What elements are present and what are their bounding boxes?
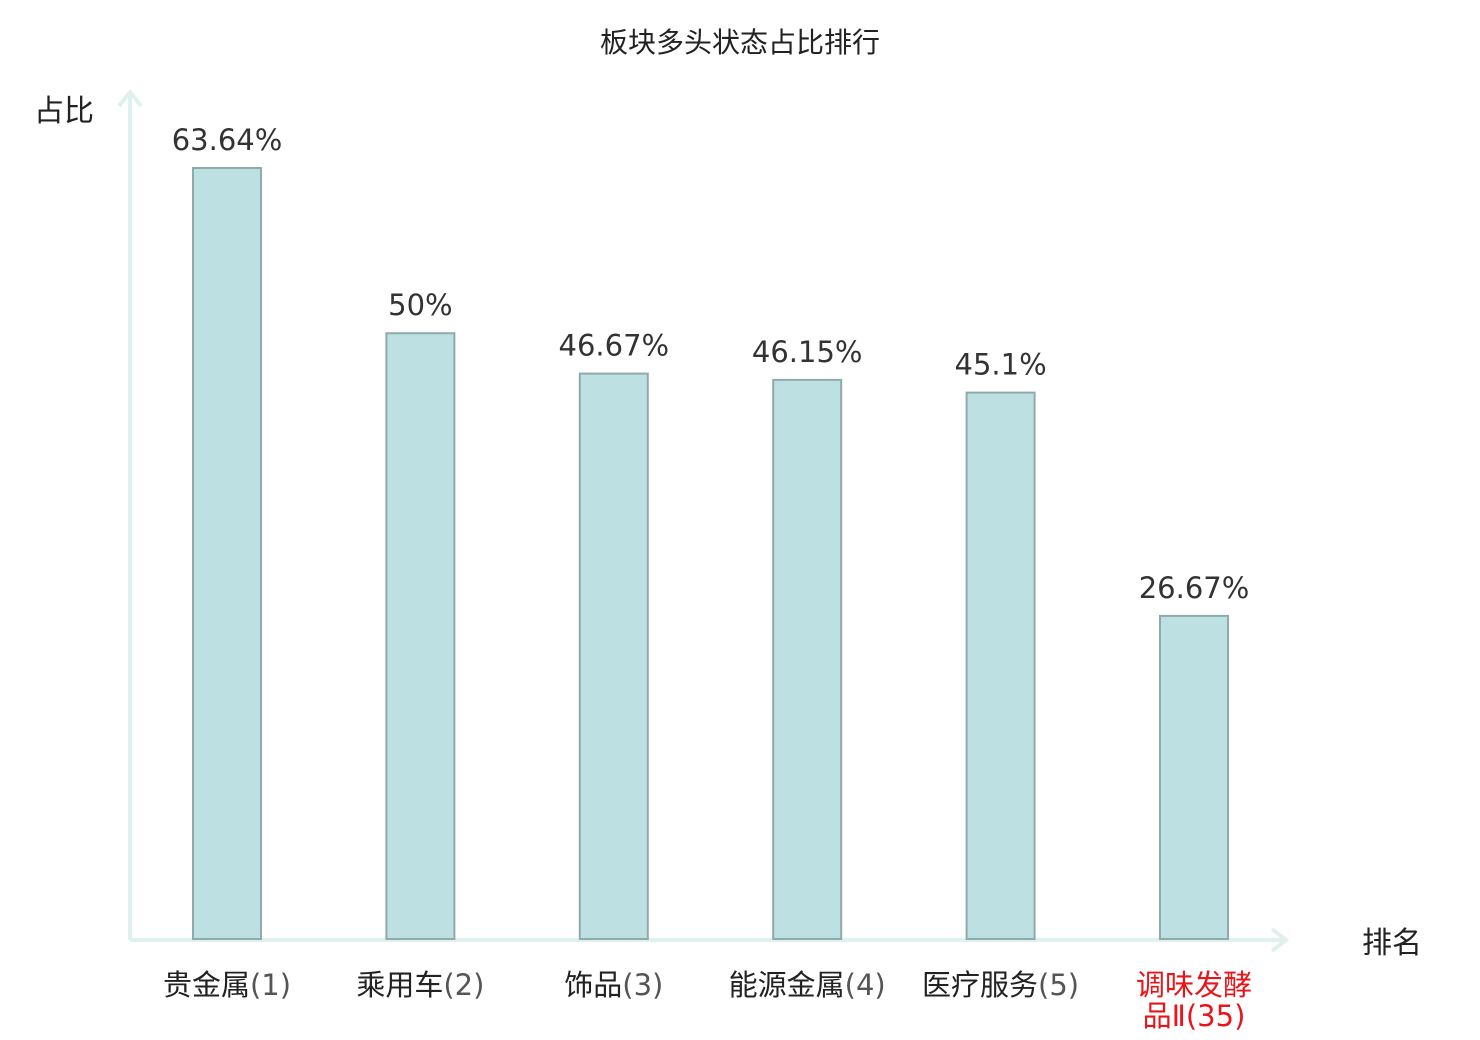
bar-4 — [772, 378, 843, 940]
category-label-1: 贵金属(1) — [163, 968, 291, 1002]
value-label-6: 26.67% — [1139, 571, 1250, 605]
y-axis-arrow — [117, 88, 143, 108]
category-label-2: 乘用车(2) — [356, 968, 484, 1002]
category-label-6: 调味发酵 — [1136, 968, 1252, 1002]
bar-series — [192, 167, 1229, 941]
bar-6 — [1159, 614, 1229, 940]
bar-2 — [385, 332, 456, 940]
category-label-4: 能源金属(4) — [729, 968, 886, 1002]
value-label-5: 45.1% — [955, 348, 1047, 382]
category-labels: 贵金属(1) 乘用车(2) 饰品(3) 能源金属(4) 医疗服务(5) 调味发酵品Ⅱ(35… — [163, 968, 1252, 1033]
value-label-3: 46.67% — [559, 329, 670, 363]
x-axis-label: 排名 — [1362, 926, 1422, 961]
value-label-4: 46.15% — [752, 335, 863, 369]
bar-5 — [965, 391, 1036, 941]
bar-3 — [578, 372, 649, 940]
category-label-5: 医疗服务(5) — [922, 968, 1079, 1002]
value-label-1: 63.64% — [172, 123, 283, 157]
x-axis-arrow — [1270, 927, 1290, 953]
chart-title: 板块多头状态占比排行 — [600, 26, 880, 59]
value-labels: 63.64% 50% 46.67% 46.15% 45.1% 26.67% — [172, 123, 1250, 605]
y-axis-label: 占比 — [34, 94, 94, 129]
category-label-3: 饰品(3) — [564, 968, 663, 1002]
value-label-2: 50% — [388, 288, 452, 322]
bar-1 — [192, 167, 262, 940]
category-label-6-line2: 品Ⅱ(35) — [1143, 999, 1246, 1033]
